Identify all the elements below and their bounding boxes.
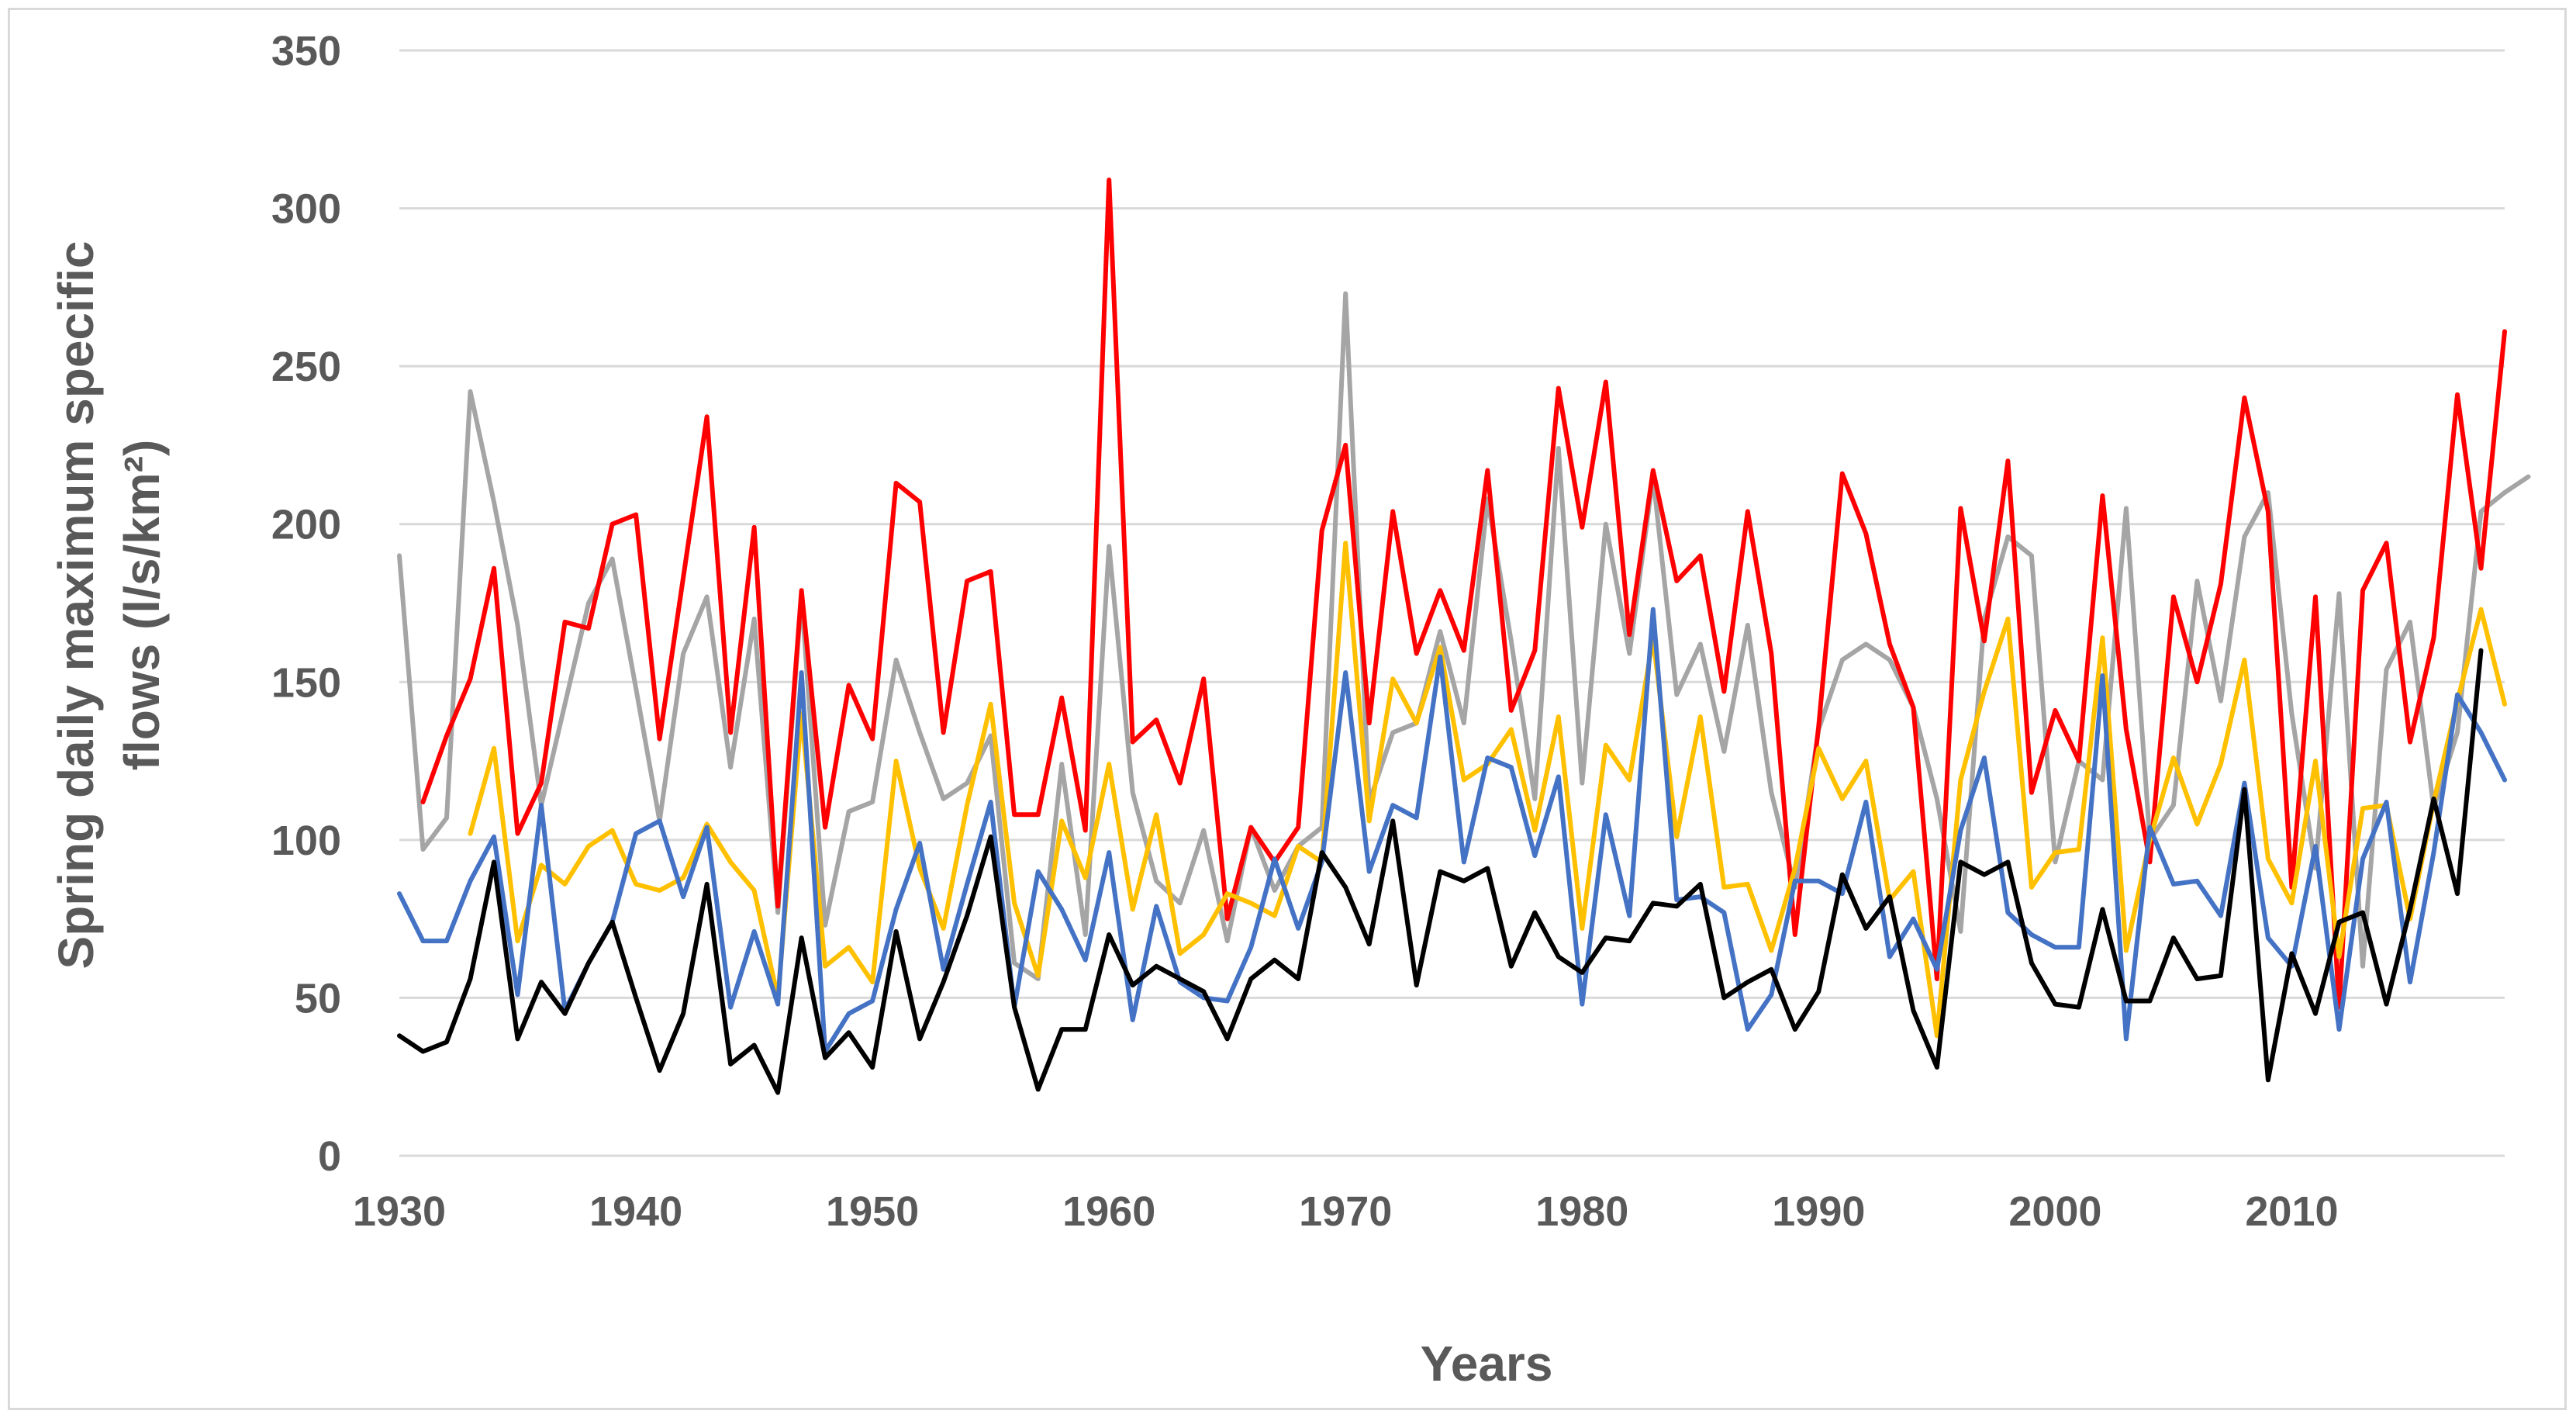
x-tick-label: 1930	[353, 1188, 446, 1235]
x-axis-tick-labels: 1930 1940 1950 1960 1970 1980 1990 2000 2010	[353, 1188, 2339, 1235]
y-tick-label: 200	[271, 502, 341, 548]
x-tick-label: 1990	[1772, 1188, 1865, 1235]
y-tick-label: 100	[271, 818, 341, 864]
series-lines	[397, 177, 2531, 1095]
x-tick-label: 2000	[2008, 1188, 2101, 1235]
x-tick-label: 1970	[1299, 1188, 1392, 1235]
gridlines	[399, 49, 2505, 1157]
x-tick-label: 1960	[1062, 1188, 1155, 1235]
y-tick-label: 150	[271, 659, 341, 706]
y-axis-tick-labels: 0 50 100 150 200 250 300 350	[271, 28, 341, 1180]
y-tick-label: 300	[271, 186, 341, 233]
x-tick-label: 1940	[589, 1188, 682, 1235]
series-line-gray	[397, 291, 2531, 981]
y-axis-title-line2: flows (l/s/km²)	[114, 440, 170, 771]
x-tick-label: 1980	[1535, 1188, 1628, 1235]
y-tick-label: 350	[271, 28, 341, 74]
series-line-blue	[397, 607, 2507, 1054]
series-line-red	[420, 177, 2507, 1010]
x-tick-label: 1950	[826, 1188, 919, 1235]
series-line-yellow	[468, 541, 2507, 1039]
x-tick-label: 2010	[2245, 1188, 2338, 1235]
y-axis-title-line1: Spring daily maximum specific	[48, 241, 104, 970]
y-tick-label: 250	[271, 344, 341, 390]
y-tick-label: 50	[295, 975, 341, 1022]
x-axis-title: Years	[1421, 1336, 1553, 1392]
y-tick-label: 0	[318, 1133, 341, 1180]
series-line-black	[397, 648, 2484, 1095]
